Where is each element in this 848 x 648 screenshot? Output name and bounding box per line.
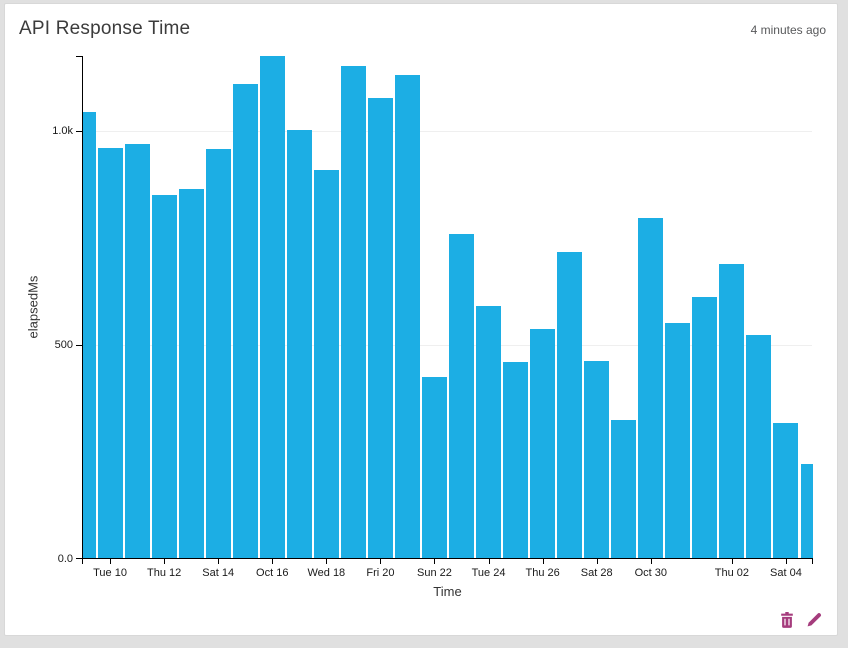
bar[interactable] (611, 419, 637, 558)
x-tick-label: Thu 02 (714, 567, 749, 579)
x-tick-label: Fri 20 (366, 567, 395, 579)
bar[interactable] (719, 264, 745, 558)
x-tick (110, 558, 111, 564)
visualization-panel: API Response Time 4 minutes ago elapsedM… (4, 3, 838, 636)
bar[interactable] (584, 360, 610, 558)
bar[interactable] (124, 143, 150, 558)
bar[interactable] (503, 361, 529, 558)
y-tick-label: 0.0 (57, 553, 73, 565)
x-tick-label: Thu 26 (525, 567, 560, 579)
x-axis-title: Time (433, 584, 462, 599)
x-tick (786, 558, 787, 564)
bar[interactable] (476, 306, 502, 558)
y-tick (76, 345, 82, 346)
x-tick (164, 558, 165, 564)
x-tick (218, 558, 219, 564)
x-tick (326, 558, 327, 564)
bar[interactable] (313, 169, 339, 558)
x-tick (543, 558, 544, 564)
bar[interactable] (638, 217, 664, 558)
trash-icon (780, 611, 793, 628)
bar[interactable] (449, 234, 475, 558)
bar[interactable] (232, 84, 258, 558)
last-updated-label: 4 minutes ago (750, 23, 826, 37)
gridline (83, 130, 812, 132)
x-axis-end-tick (82, 558, 83, 564)
delete-panel-button[interactable] (778, 611, 795, 628)
x-tick-label: Sat 04 (770, 567, 802, 579)
x-tick-label: Wed 18 (307, 567, 346, 579)
x-tick-label: Sat 14 (202, 567, 235, 579)
x-tick (597, 558, 598, 564)
x-tick (732, 558, 733, 564)
x-tick-label: Sun 22 (417, 567, 452, 579)
bar[interactable] (665, 322, 691, 558)
panel-actions (778, 611, 823, 628)
bar[interactable] (530, 328, 556, 558)
panel-title: API Response Time (19, 18, 191, 39)
bar[interactable] (800, 464, 813, 558)
y-tick-label: 500 (54, 338, 73, 351)
pencil-icon (807, 613, 821, 627)
bar[interactable] (340, 66, 366, 558)
x-tick (380, 558, 381, 564)
bar[interactable] (421, 376, 447, 558)
bar[interactable] (205, 148, 231, 558)
bar[interactable] (394, 75, 420, 558)
bar[interactable] (178, 188, 204, 558)
bar[interactable] (773, 422, 799, 558)
x-tick (434, 558, 435, 564)
x-tick (489, 558, 490, 564)
bar[interactable] (83, 111, 96, 558)
x-tick-label: Tue 24 (471, 567, 506, 579)
bar[interactable] (557, 252, 583, 558)
x-tick-label: Thu 12 (146, 567, 182, 579)
bar[interactable] (151, 195, 177, 558)
bar[interactable] (692, 297, 718, 558)
bar[interactable] (286, 129, 312, 558)
x-tick (651, 558, 652, 564)
bar[interactable] (746, 334, 772, 558)
gridline (83, 344, 812, 346)
y-axis-end-tick (76, 56, 82, 57)
y-tick-label: 1.0k (52, 124, 73, 137)
x-tick-label: Sat 28 (580, 567, 613, 579)
plot-area: elapsedMs Time 0.0 500 1.0k Tue 10 Thu 12 Sat… (26, 56, 813, 599)
y-tick (76, 558, 82, 559)
bar[interactable] (259, 56, 285, 558)
x-axis-end-tick (812, 558, 813, 564)
edit-panel-button[interactable] (806, 611, 823, 628)
bar[interactable] (367, 97, 393, 558)
x-tick-label: Oct 30 (634, 567, 667, 579)
x-tick-label: Oct 16 (256, 567, 289, 579)
x-tick-label: Tue 10 (93, 567, 127, 579)
y-axis-title: elapsedMs (25, 275, 41, 339)
y-tick (76, 131, 82, 132)
bar[interactable] (97, 147, 123, 558)
x-tick (272, 558, 273, 564)
